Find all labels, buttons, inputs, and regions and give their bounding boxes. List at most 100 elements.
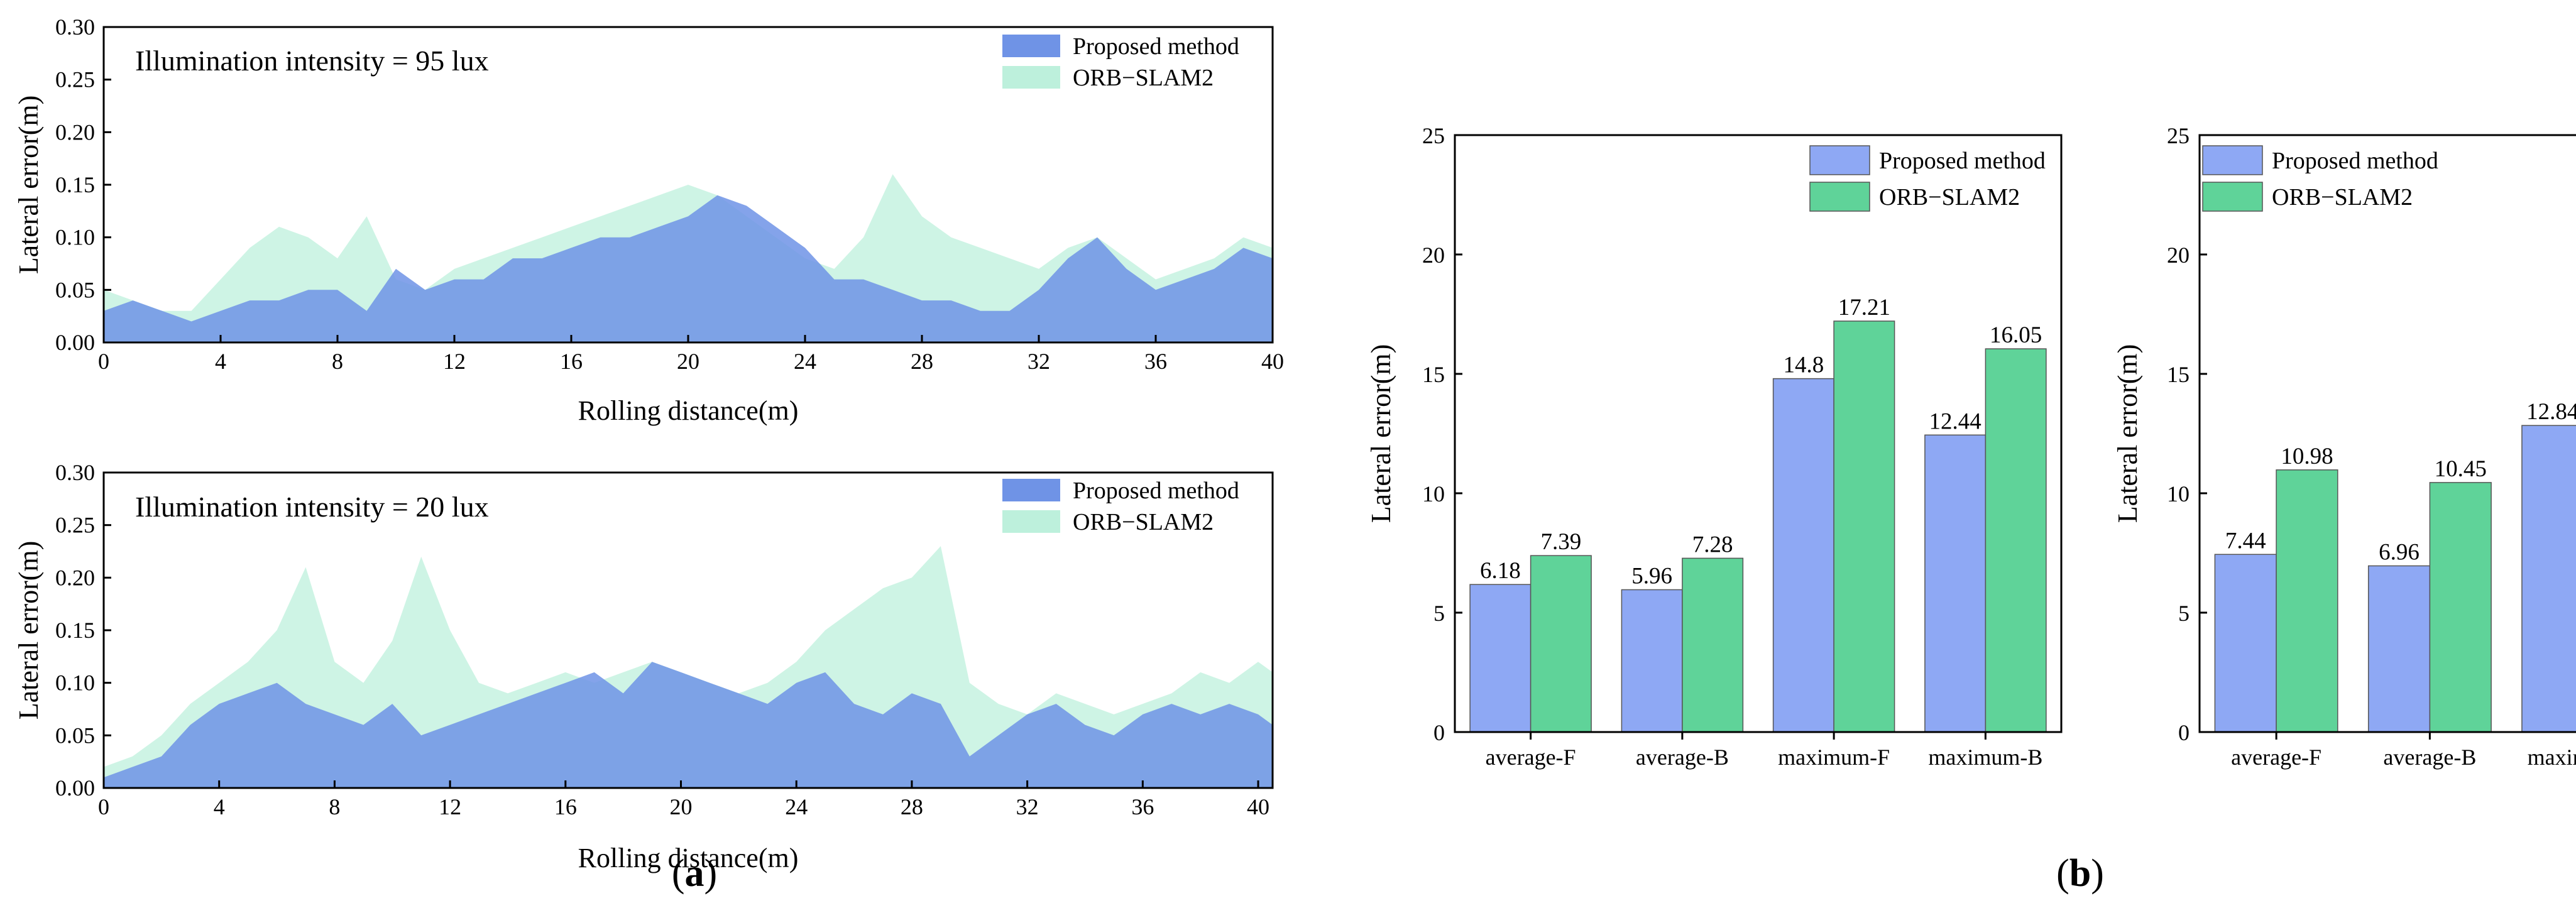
a1-x-tick-label: 4 <box>215 349 226 374</box>
a2-x-tick-label: 28 <box>901 794 923 819</box>
a2-y-tick-label: 0.30 <box>55 460 95 485</box>
b1-data-label: 16.05 <box>1990 322 2042 348</box>
b2-bar-proposed <box>2214 554 2277 733</box>
b1-data-label: 14.8 <box>1784 353 1824 378</box>
b1-bar-orb-slam2 <box>1682 557 1744 733</box>
b2-data-label: 7.44 <box>2225 528 2266 554</box>
a1-x-tick-label: 12 <box>443 349 466 374</box>
a1-x-tick-label: 28 <box>911 349 933 374</box>
a2-x-tick-label: 36 <box>1131 794 1154 819</box>
b1-y-tick-label: 15 <box>1422 362 1445 387</box>
b2-legend-proposed: Proposed method <box>2272 148 2438 174</box>
area-chart-95-lux: 0.00 0.05 0.10 0.15 0.20 0.25 0.30 0 4 8 12 16 20 24… <box>13 14 1284 426</box>
b2-bar-proposed <box>2367 565 2431 733</box>
a1-x-ticks: 0 4 8 12 16 20 24 28 32 36 40 <box>98 335 1284 374</box>
a2-y-ticks: 0.00 0.05 0.10 0.15 0.20 0.25 0.30 <box>55 460 111 801</box>
b2-legend-orb: ORB−SLAM2 <box>2272 184 2413 210</box>
b1-plot-frame <box>1454 134 2063 733</box>
a1-legend-swatch-proposed <box>1002 35 1060 57</box>
b1-data-label: 5.96 <box>1631 564 1672 589</box>
a2-y-tick-label: 0.25 <box>55 513 95 538</box>
caption-a: (a) <box>672 852 717 895</box>
a1-y-tick-label: 0.15 <box>55 172 95 197</box>
b2-y-tick-label: 20 <box>2167 243 2190 268</box>
a1-area-proposed <box>104 195 1273 342</box>
b2-y-tick-label: 25 <box>2167 123 2190 148</box>
b2-category-label: maximum-F <box>2528 745 2576 770</box>
b1-y-axis-label: Lateral error(m) <box>1366 344 1396 523</box>
b2-y-tick-label: 10 <box>2167 481 2190 506</box>
b1-bar-proposed <box>1772 378 1834 733</box>
a1-x-tick-label: 36 <box>1144 349 1167 374</box>
b2-data-label: 12.84 <box>2526 399 2576 425</box>
b1-y-tick-label: 20 <box>1422 243 1445 268</box>
a2-y-tick-label: 0.05 <box>55 723 95 748</box>
a2-area-layer <box>104 546 1273 788</box>
b1-category-label: maximum-F <box>1778 745 1890 770</box>
b2-y-axis-label: Lateral error(m) <box>2112 344 2143 523</box>
b1-data-label: 7.39 <box>1541 529 1582 555</box>
b2-bar-proposed <box>2521 425 2576 733</box>
b1-bar-orb-slam2 <box>1985 348 2047 733</box>
a2-y-tick-label: 0.10 <box>55 670 95 696</box>
a1-y-tick-label: 0.20 <box>55 119 95 145</box>
b2-data-label: 6.96 <box>2379 540 2420 566</box>
b1-bar-proposed <box>1924 434 1987 733</box>
b1-data-label: 6.18 <box>1480 558 1521 584</box>
a1-y-tick-label: 0.00 <box>55 330 95 355</box>
a2-x-tick-label: 4 <box>214 794 225 819</box>
b1-y-tick-label: 0 <box>1433 720 1445 745</box>
b1-category-label: average-B <box>1636 745 1729 770</box>
a2-area-proposed <box>104 662 1273 788</box>
a2-legend-proposed: Proposed method <box>1073 478 1239 504</box>
area-chart-20-lux: 0.00 0.05 0.10 0.15 0.20 0.25 0.30 0 4 8 12 16 20 24… <box>13 460 1274 873</box>
a1-x-tick-label: 16 <box>560 349 583 374</box>
a1-legend-swatch-orb <box>1002 66 1060 89</box>
b2-legend-swatch-proposed <box>2202 145 2263 175</box>
a2-x-ticks: 0 4 8 12 16 20 24 28 32 36 40 <box>98 780 1269 819</box>
b1-data-label: 17.21 <box>1838 295 1890 320</box>
a2-x-tick-label: 0 <box>98 794 109 819</box>
a1-x-tick-label: 40 <box>1261 349 1284 374</box>
a2-legend-swatch-proposed <box>1002 479 1060 501</box>
a1-y-tick-label: 0.10 <box>55 225 95 250</box>
a2-x-tick-label: 20 <box>670 794 693 819</box>
b1-x-ticks: average-F average-B maximum-F maximum-B <box>1486 732 2042 770</box>
b2-y-tick-label: 15 <box>2167 362 2190 387</box>
a1-x-tick-label: 0 <box>98 349 109 374</box>
b2-plot-frame <box>2198 134 2576 733</box>
b1-legend-proposed: Proposed method <box>1879 148 2046 174</box>
a2-x-tick-label: 8 <box>329 794 340 819</box>
a1-note: Illumination intensity = 95 lux <box>135 45 489 77</box>
b1-y-ticks: 0 5 10 15 20 25 <box>1422 123 1462 745</box>
a1-y-tick-label: 0.05 <box>55 277 95 302</box>
a2-x-tick-label: 24 <box>785 794 808 819</box>
b1-category-label: average-F <box>1486 745 1576 770</box>
b1-y-tick-label: 10 <box>1422 481 1445 506</box>
b1-y-tick-label: 5 <box>1433 601 1445 626</box>
a2-legend-orb: ORB−SLAM2 <box>1073 509 1214 535</box>
b1-bar-proposed <box>1621 589 1683 733</box>
b1-data-label: 12.44 <box>1929 408 1981 434</box>
a2-x-tick-label: 12 <box>439 794 461 819</box>
b2-y-tick-label: 0 <box>2178 720 2190 745</box>
b1-legend-swatch-proposed <box>1809 145 1870 175</box>
b2-category-label: average-B <box>2383 745 2476 770</box>
a1-y-tick-label: 0.30 <box>55 14 95 40</box>
b1-bar-orb-slam2 <box>1833 320 1895 733</box>
a1-legend-orb: ORB−SLAM2 <box>1073 65 1214 91</box>
a1-y-ticks: 0.00 0.05 0.10 0.15 0.20 0.25 0.30 <box>55 14 111 355</box>
a2-y-tick-label: 0.20 <box>55 565 95 590</box>
a2-y-tick-label: 0.00 <box>55 775 95 801</box>
b1-category-label: maximum-B <box>1928 745 2042 770</box>
b2-bar-orb-slam2 <box>2429 482 2492 733</box>
a1-x-tick-label: 8 <box>332 349 343 374</box>
a2-note: Illumination intensity = 20 lux <box>135 491 489 523</box>
a1-x-axis-label: Rolling distance(m) <box>578 395 799 426</box>
b2-y-ticks: 0 5 10 15 20 25 <box>2167 123 2207 745</box>
a1-x-tick-label: 20 <box>677 349 699 374</box>
